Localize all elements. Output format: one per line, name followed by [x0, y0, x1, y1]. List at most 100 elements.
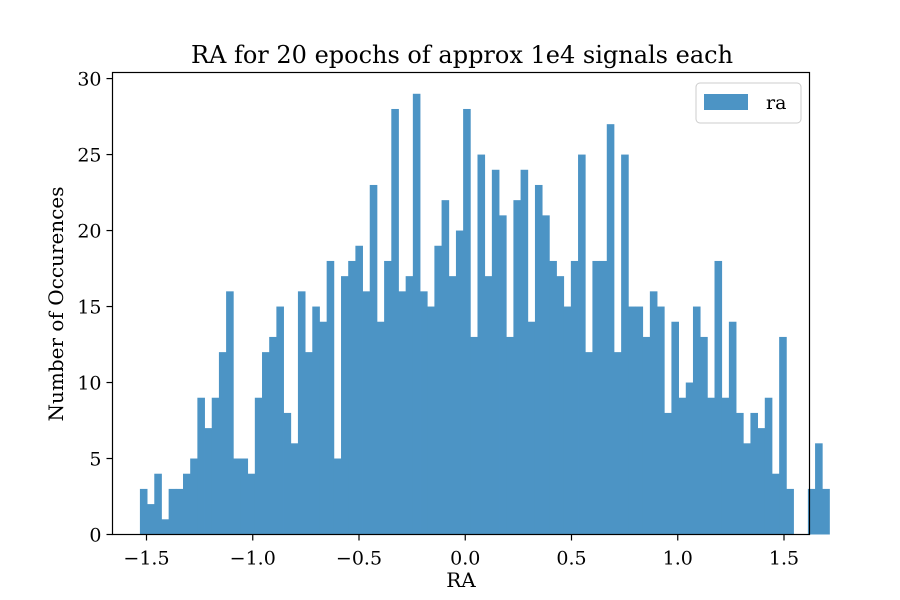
- histogram-bar: [815, 443, 823, 535]
- histogram-bar: [254, 397, 263, 535]
- histogram-bars: [139, 93, 830, 535]
- histogram-bar: [384, 260, 392, 535]
- y-tick-label: 0: [89, 525, 101, 547]
- histogram-bar: [276, 306, 284, 535]
- x-tick-label: 0.0: [450, 548, 480, 570]
- histogram-bar: [736, 412, 744, 535]
- histogram-bar: [240, 458, 249, 535]
- histogram-bar: [197, 397, 205, 535]
- histogram-bar: [168, 488, 177, 535]
- histogram-bar: [355, 245, 363, 535]
- histogram-bar: [326, 260, 335, 535]
- histogram-bar: [262, 352, 270, 535]
- histogram-bar: [226, 291, 234, 535]
- histogram-bar: [247, 473, 256, 535]
- legend-swatch-ra: [704, 94, 748, 110]
- histogram-bar: [671, 321, 679, 535]
- x-axis-label: RA: [446, 568, 476, 592]
- histogram-bar: [685, 382, 694, 535]
- y-tick-label: 25: [77, 145, 101, 167]
- x-tick-label: 0.5: [556, 548, 586, 570]
- histogram-bar: [333, 458, 342, 535]
- histogram-bar: [779, 336, 787, 535]
- histogram-bar: [542, 215, 550, 535]
- histogram-bar: [664, 412, 672, 535]
- histogram-bar: [376, 321, 385, 535]
- histogram-bar: [743, 443, 751, 535]
- histogram-bar: [405, 276, 414, 535]
- histogram-bar: [721, 397, 730, 535]
- histogram-bar: [635, 306, 644, 535]
- histogram-bar: [420, 291, 428, 535]
- histogram-bar: [463, 108, 471, 535]
- histogram-bar: [642, 336, 651, 535]
- histogram-bar: [764, 397, 773, 535]
- histogram-bar: [728, 321, 737, 535]
- x-tick-label: 1.5: [769, 548, 799, 570]
- histogram-bar: [585, 352, 593, 535]
- y-tick-label: 15: [77, 297, 101, 319]
- histogram-bar: [448, 276, 457, 535]
- histogram-bar: [312, 306, 320, 535]
- histogram-bar: [678, 397, 687, 535]
- histogram-bar: [606, 124, 615, 535]
- histogram-bar: [283, 412, 292, 535]
- y-axis-ticks: 0 5 10 15 20 25 30: [77, 69, 113, 547]
- histogram-bar: [700, 336, 708, 535]
- histogram-bar: [147, 504, 155, 535]
- histogram-bar: [161, 519, 170, 535]
- histogram-bar: [190, 458, 198, 535]
- histogram-bar: [362, 291, 371, 535]
- plot-area-frame: [111, 71, 811, 536]
- histogram-bar: [534, 184, 543, 535]
- histogram-bar: [477, 154, 486, 535]
- legend: ra: [695, 82, 802, 124]
- histogram-bar: [527, 321, 536, 535]
- x-tick-label: −0.5: [336, 548, 382, 570]
- chart-title: RA for 20 epochs of approx 1e4 signals e…: [191, 41, 733, 69]
- histogram-bar: [233, 458, 241, 535]
- histogram-bar: [491, 169, 500, 535]
- histogram-bar: [391, 108, 399, 535]
- histogram-bar: [649, 291, 658, 535]
- histogram-bar: [427, 306, 435, 535]
- histogram-bar: [714, 260, 723, 535]
- x-tick-label: −1.0: [230, 548, 276, 570]
- histogram-bar: [757, 428, 766, 535]
- histogram-bar: [305, 352, 313, 535]
- histogram-bar: [613, 352, 622, 535]
- histogram-bar: [499, 215, 507, 535]
- histogram-bar: [506, 336, 514, 535]
- histogram-bar: [218, 352, 227, 535]
- histogram-bar: [513, 200, 521, 535]
- histogram-bar: [822, 488, 830, 535]
- x-axis-ticks: −1.5 −1.0 −0.5 0.0 0.5 1.0 1.5: [123, 534, 799, 570]
- histogram-bar: [570, 260, 579, 535]
- histogram-bar: [578, 154, 586, 535]
- histogram-bar: [211, 397, 220, 535]
- y-tick-label: 30: [77, 69, 101, 91]
- histogram-bar: [204, 428, 213, 535]
- y-tick-label: 20: [77, 221, 101, 243]
- histogram-bar: [319, 321, 328, 535]
- histogram-bar: [563, 306, 572, 535]
- histogram-bar: [599, 260, 608, 535]
- histogram-bar: [657, 306, 665, 535]
- histogram-bar: [621, 154, 629, 535]
- histogram-bar: [290, 443, 299, 535]
- y-tick-label: 10: [77, 373, 101, 395]
- legend-label-ra: ra: [766, 92, 786, 114]
- histogram-bar: [692, 306, 701, 535]
- histogram-bar: [369, 184, 378, 535]
- histogram-bar: [348, 260, 356, 535]
- x-tick-label: −1.5: [123, 548, 169, 570]
- histogram-bar: [484, 276, 493, 535]
- histogram-bar: [556, 276, 565, 535]
- histogram-bar: [520, 169, 529, 535]
- histogram-bar: [750, 412, 759, 535]
- histogram-bar: [398, 291, 407, 535]
- histogram-bar: [412, 93, 421, 535]
- y-tick-label: 5: [89, 449, 101, 471]
- histogram-bar: [807, 488, 816, 535]
